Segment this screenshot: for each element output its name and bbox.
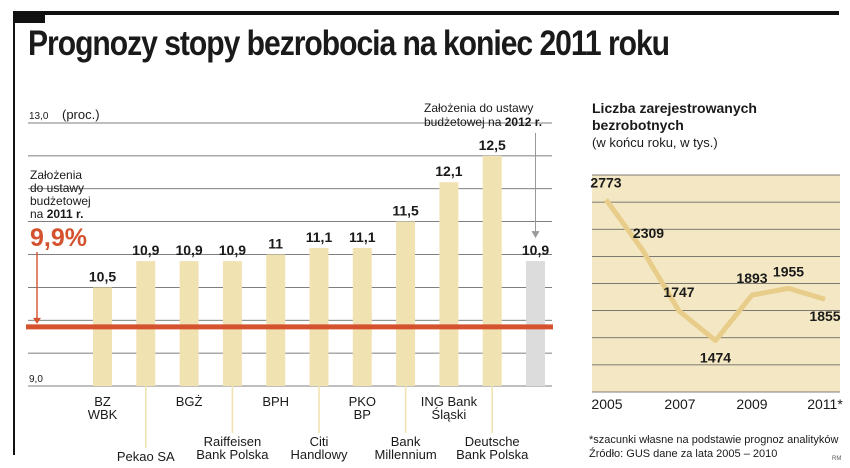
source-note: Źródło: GUS dane za lata 2005 – 2010 [589, 448, 778, 460]
x-category-label: PKO [349, 394, 376, 409]
x-category-label: Deutsche [465, 434, 520, 449]
x-category-label: BGŻ [176, 394, 203, 409]
bar [266, 254, 286, 386]
series-line [603, 198, 826, 344]
reference-bar-annotation: Założenia do ustawy [424, 101, 533, 115]
author-mark: RM [832, 456, 842, 462]
bar [93, 287, 112, 386]
left-rule [13, 15, 15, 455]
reference-line-value-label: 9,9% [30, 224, 87, 252]
bar [136, 261, 156, 386]
reference-bar-value-label: 10,9 [522, 242, 549, 258]
bar-value-label: 11 [268, 236, 283, 252]
series-value-label: 1955 [773, 263, 804, 279]
x-category-label: Bank Polska [196, 447, 269, 462]
bar-value-label: 10,9 [175, 242, 202, 258]
bar-value-label: 11,1 [306, 229, 333, 245]
x-category-label: Śląski [432, 407, 467, 422]
x-category-label: Raiffeisen [204, 434, 262, 449]
bar-value-label: 10,9 [219, 242, 246, 258]
bar-value-label: 10,9 [132, 242, 159, 258]
y-tick-label: 9,0 [29, 374, 43, 385]
bar [179, 261, 199, 386]
series-value-label: 1474 [700, 350, 731, 366]
x-category-label: BP [354, 407, 371, 422]
series-value-label: 1747 [663, 284, 694, 300]
bar [352, 247, 372, 386]
x-category-label: Citi [310, 434, 329, 449]
y-tick-label: 13,0 [29, 111, 49, 122]
reference-line-arrow [33, 317, 41, 324]
reference-line-annotation: budżetowej [30, 194, 91, 208]
bar-value-label: 12,5 [479, 137, 506, 153]
x-category-label: Bank Polska [456, 447, 529, 462]
x-tick-label: 2009 [736, 396, 767, 412]
x-category-label: Pekao SA [117, 449, 175, 464]
area-chart-subtitle: (w końcu roku, w tys.) [592, 135, 718, 150]
reference-bar [526, 261, 545, 386]
x-category-label: WBK [88, 407, 118, 422]
x-category-label: ING Bank [421, 394, 478, 409]
reference-line-annotation: na 2011 r. [30, 207, 83, 221]
x-tick-label: 2007 [664, 396, 695, 412]
series-value-label: 2309 [633, 225, 664, 241]
series-value-label: 1855 [809, 308, 840, 324]
reference-bar-annotation: budżetowej na 2012 r. [424, 115, 542, 129]
x-category-label: BPH [262, 394, 289, 409]
bar [222, 261, 242, 386]
reference-line-annotation: do ustawy [30, 181, 84, 195]
x-category-label: Bank [391, 434, 421, 449]
x-category-label: Millennium [375, 447, 437, 462]
area-chart-title: Liczba zarejestrowanych [592, 100, 757, 116]
area-chart-title: bezrobotnych [592, 117, 684, 133]
bar [482, 155, 502, 386]
unit-label: (proc.) [62, 107, 100, 122]
top-rule [13, 11, 839, 15]
series-value-label: 2773 [590, 175, 621, 191]
reference-bar-arrow [531, 231, 540, 239]
reference-bar-annotation-year: 2012 r. [505, 115, 542, 129]
bar [439, 182, 459, 386]
footnote: *szacunki własne na podstawie prognoz an… [589, 434, 839, 446]
bar [396, 221, 416, 386]
reference-line-annotation-year: 2011 r. [47, 207, 84, 221]
x-category-label: BZ [94, 394, 111, 409]
bar [309, 247, 329, 386]
bar-value-label: 12,1 [435, 163, 462, 179]
x-tick-label: 2011* [807, 396, 843, 412]
x-tick-label: 2005 [591, 396, 622, 412]
bar-value-label: 11,1 [349, 229, 376, 245]
corner-block [13, 11, 45, 23]
x-category-label: Handlowy [290, 447, 348, 462]
bar-value-label: 11,5 [392, 203, 419, 219]
chart-title: Prognozy stopy bezrobocia na koniec 2011… [28, 24, 670, 63]
reference-line-annotation: Założenia [30, 168, 82, 182]
bar-value-label: 10,5 [89, 268, 116, 284]
series-value-label: 1893 [736, 270, 767, 286]
